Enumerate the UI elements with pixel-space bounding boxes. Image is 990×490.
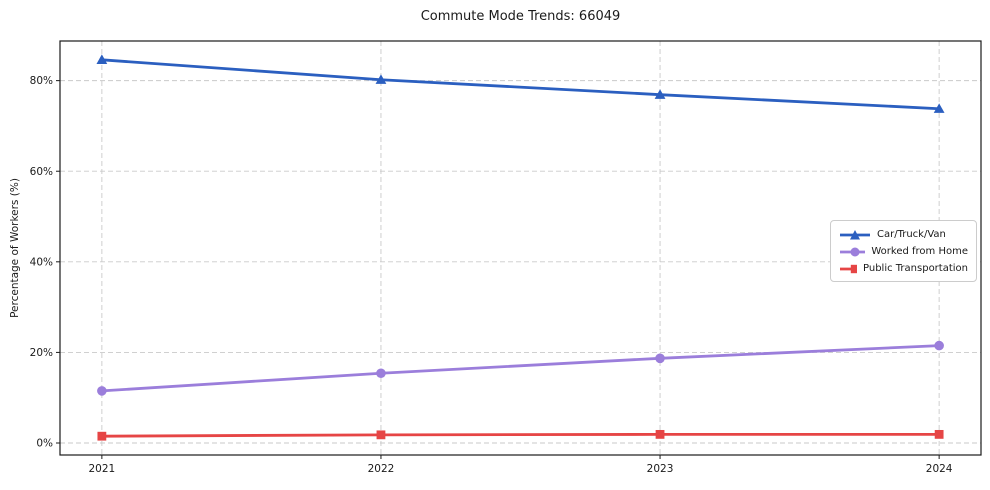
series-2-marker xyxy=(97,431,107,441)
series-line-2 xyxy=(100,432,941,438)
y-tick-label: 0% xyxy=(36,438,53,450)
series-line-0 xyxy=(100,58,941,111)
series-0-marker xyxy=(375,74,387,84)
legend-item-label: Worked from Home xyxy=(871,246,968,257)
series-0-marker xyxy=(96,54,108,64)
legend-item-label: Public Transportation xyxy=(863,263,968,274)
series-0-marker xyxy=(654,89,666,99)
series-0-marker xyxy=(933,103,945,113)
chart-title: Commute Mode Trends: 66049 xyxy=(420,9,621,24)
legend: Car/Truck/Van Worked from Home Public Tran… xyxy=(830,220,977,282)
legend-item-label: Car/Truck/Van xyxy=(877,229,946,240)
series-2-marker xyxy=(376,430,386,440)
legend-triangle-swatch xyxy=(840,229,870,239)
series-2-marker xyxy=(934,429,944,439)
legend-square-swatch xyxy=(840,264,858,273)
y-tick-label: 60% xyxy=(30,166,53,178)
series-1-marker xyxy=(655,353,665,364)
x-tick-label: 2022 xyxy=(368,463,395,475)
series-1-marker xyxy=(97,386,107,396)
series-line-1 xyxy=(100,344,941,393)
plot-border xyxy=(59,40,982,456)
legend-item: Worked from Home xyxy=(839,243,968,260)
x-tick-label: 2023 xyxy=(647,463,674,475)
x-tick-label: 2024 xyxy=(926,463,953,475)
y-tick-label: 80% xyxy=(30,75,53,87)
series-1-marker xyxy=(934,340,944,351)
y-tick-label: 20% xyxy=(30,347,53,359)
y-tick-label: 40% xyxy=(30,256,53,268)
x-tick-label: 2021 xyxy=(88,463,115,475)
series-1-marker xyxy=(376,368,386,379)
legend-item: Car/Truck/Van xyxy=(839,226,968,243)
legend-item: Public Transportation xyxy=(839,260,968,277)
legend-circle-swatch xyxy=(840,247,866,256)
series-2-marker xyxy=(655,429,665,439)
